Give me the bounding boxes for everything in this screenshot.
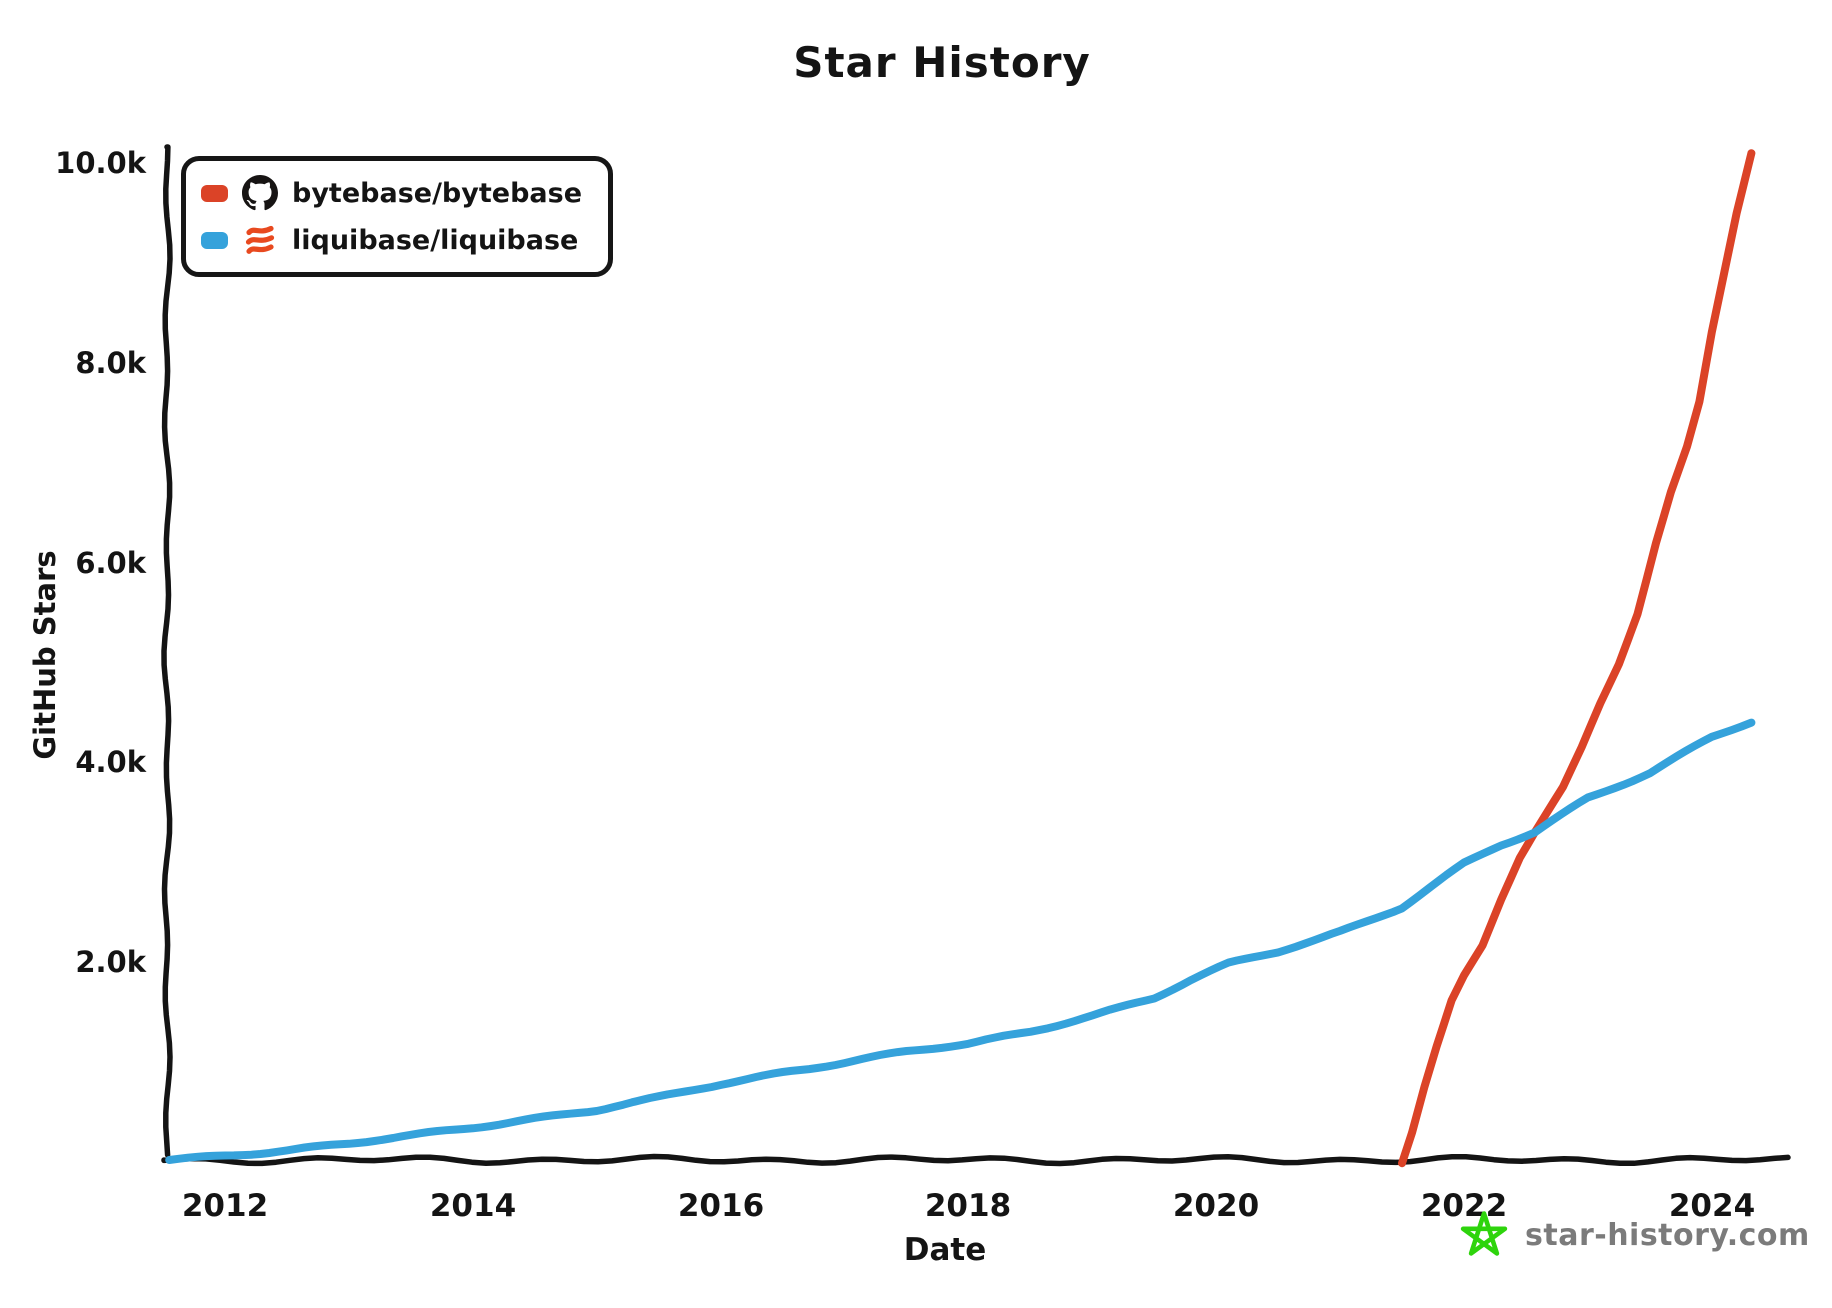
watermark-text: star-history.com bbox=[1525, 1217, 1810, 1253]
watermark: star-history.com bbox=[1458, 1210, 1810, 1260]
x-axis-title: Date bbox=[903, 1232, 987, 1268]
y-tick-label: 8.0k bbox=[75, 346, 146, 380]
github-icon bbox=[241, 174, 279, 212]
legend: bytebase/bytebase liquibase/liquibase bbox=[181, 156, 614, 277]
x-tick-label: 2014 bbox=[430, 1188, 516, 1224]
liquibase-icon bbox=[241, 221, 279, 259]
x-tick-label: 2018 bbox=[925, 1188, 1011, 1224]
x-tick-label: 2022 bbox=[1421, 1188, 1507, 1224]
x-tick-label: 2020 bbox=[1173, 1188, 1259, 1224]
legend-label-bytebase: bytebase/bytebase bbox=[292, 177, 583, 209]
y-tick-label: 10.0k bbox=[55, 146, 147, 180]
legend-label-liquibase: liquibase/liquibase bbox=[292, 224, 579, 256]
x-tick-label: 2016 bbox=[678, 1188, 764, 1224]
y-axis bbox=[161, 144, 173, 1158]
star-icon bbox=[1458, 1210, 1510, 1260]
legend-item-liquibase: liquibase/liquibase bbox=[201, 221, 582, 259]
legend-item-bytebase: bytebase/bytebase bbox=[201, 174, 582, 212]
x-axis bbox=[161, 1153, 1791, 1167]
x-tick-label: 2012 bbox=[182, 1188, 268, 1224]
chart-title: Star History bbox=[793, 38, 1091, 87]
legend-swatch-liquibase bbox=[201, 231, 228, 249]
series-line-liquibase bbox=[165, 718, 1756, 1164]
y-tick-label: 4.0k bbox=[75, 745, 146, 779]
y-tick-label: 6.0k bbox=[75, 546, 146, 580]
y-axis-title: GitHub Stars bbox=[28, 550, 62, 760]
y-tick-label: 2.0k bbox=[75, 945, 146, 979]
legend-swatch-bytebase bbox=[201, 184, 228, 202]
series-line-bytebase bbox=[1398, 149, 1756, 1168]
x-tick-label: 2024 bbox=[1669, 1188, 1755, 1224]
